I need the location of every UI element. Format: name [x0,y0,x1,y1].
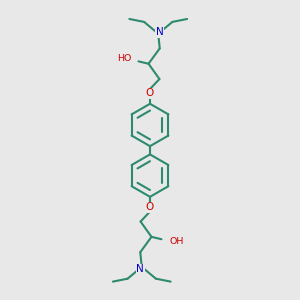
Text: N: N [136,264,144,274]
Text: N: N [156,27,164,37]
Text: HO: HO [117,54,132,63]
Text: O: O [146,88,154,98]
Text: OH: OH [169,237,184,246]
Text: O: O [146,202,154,212]
